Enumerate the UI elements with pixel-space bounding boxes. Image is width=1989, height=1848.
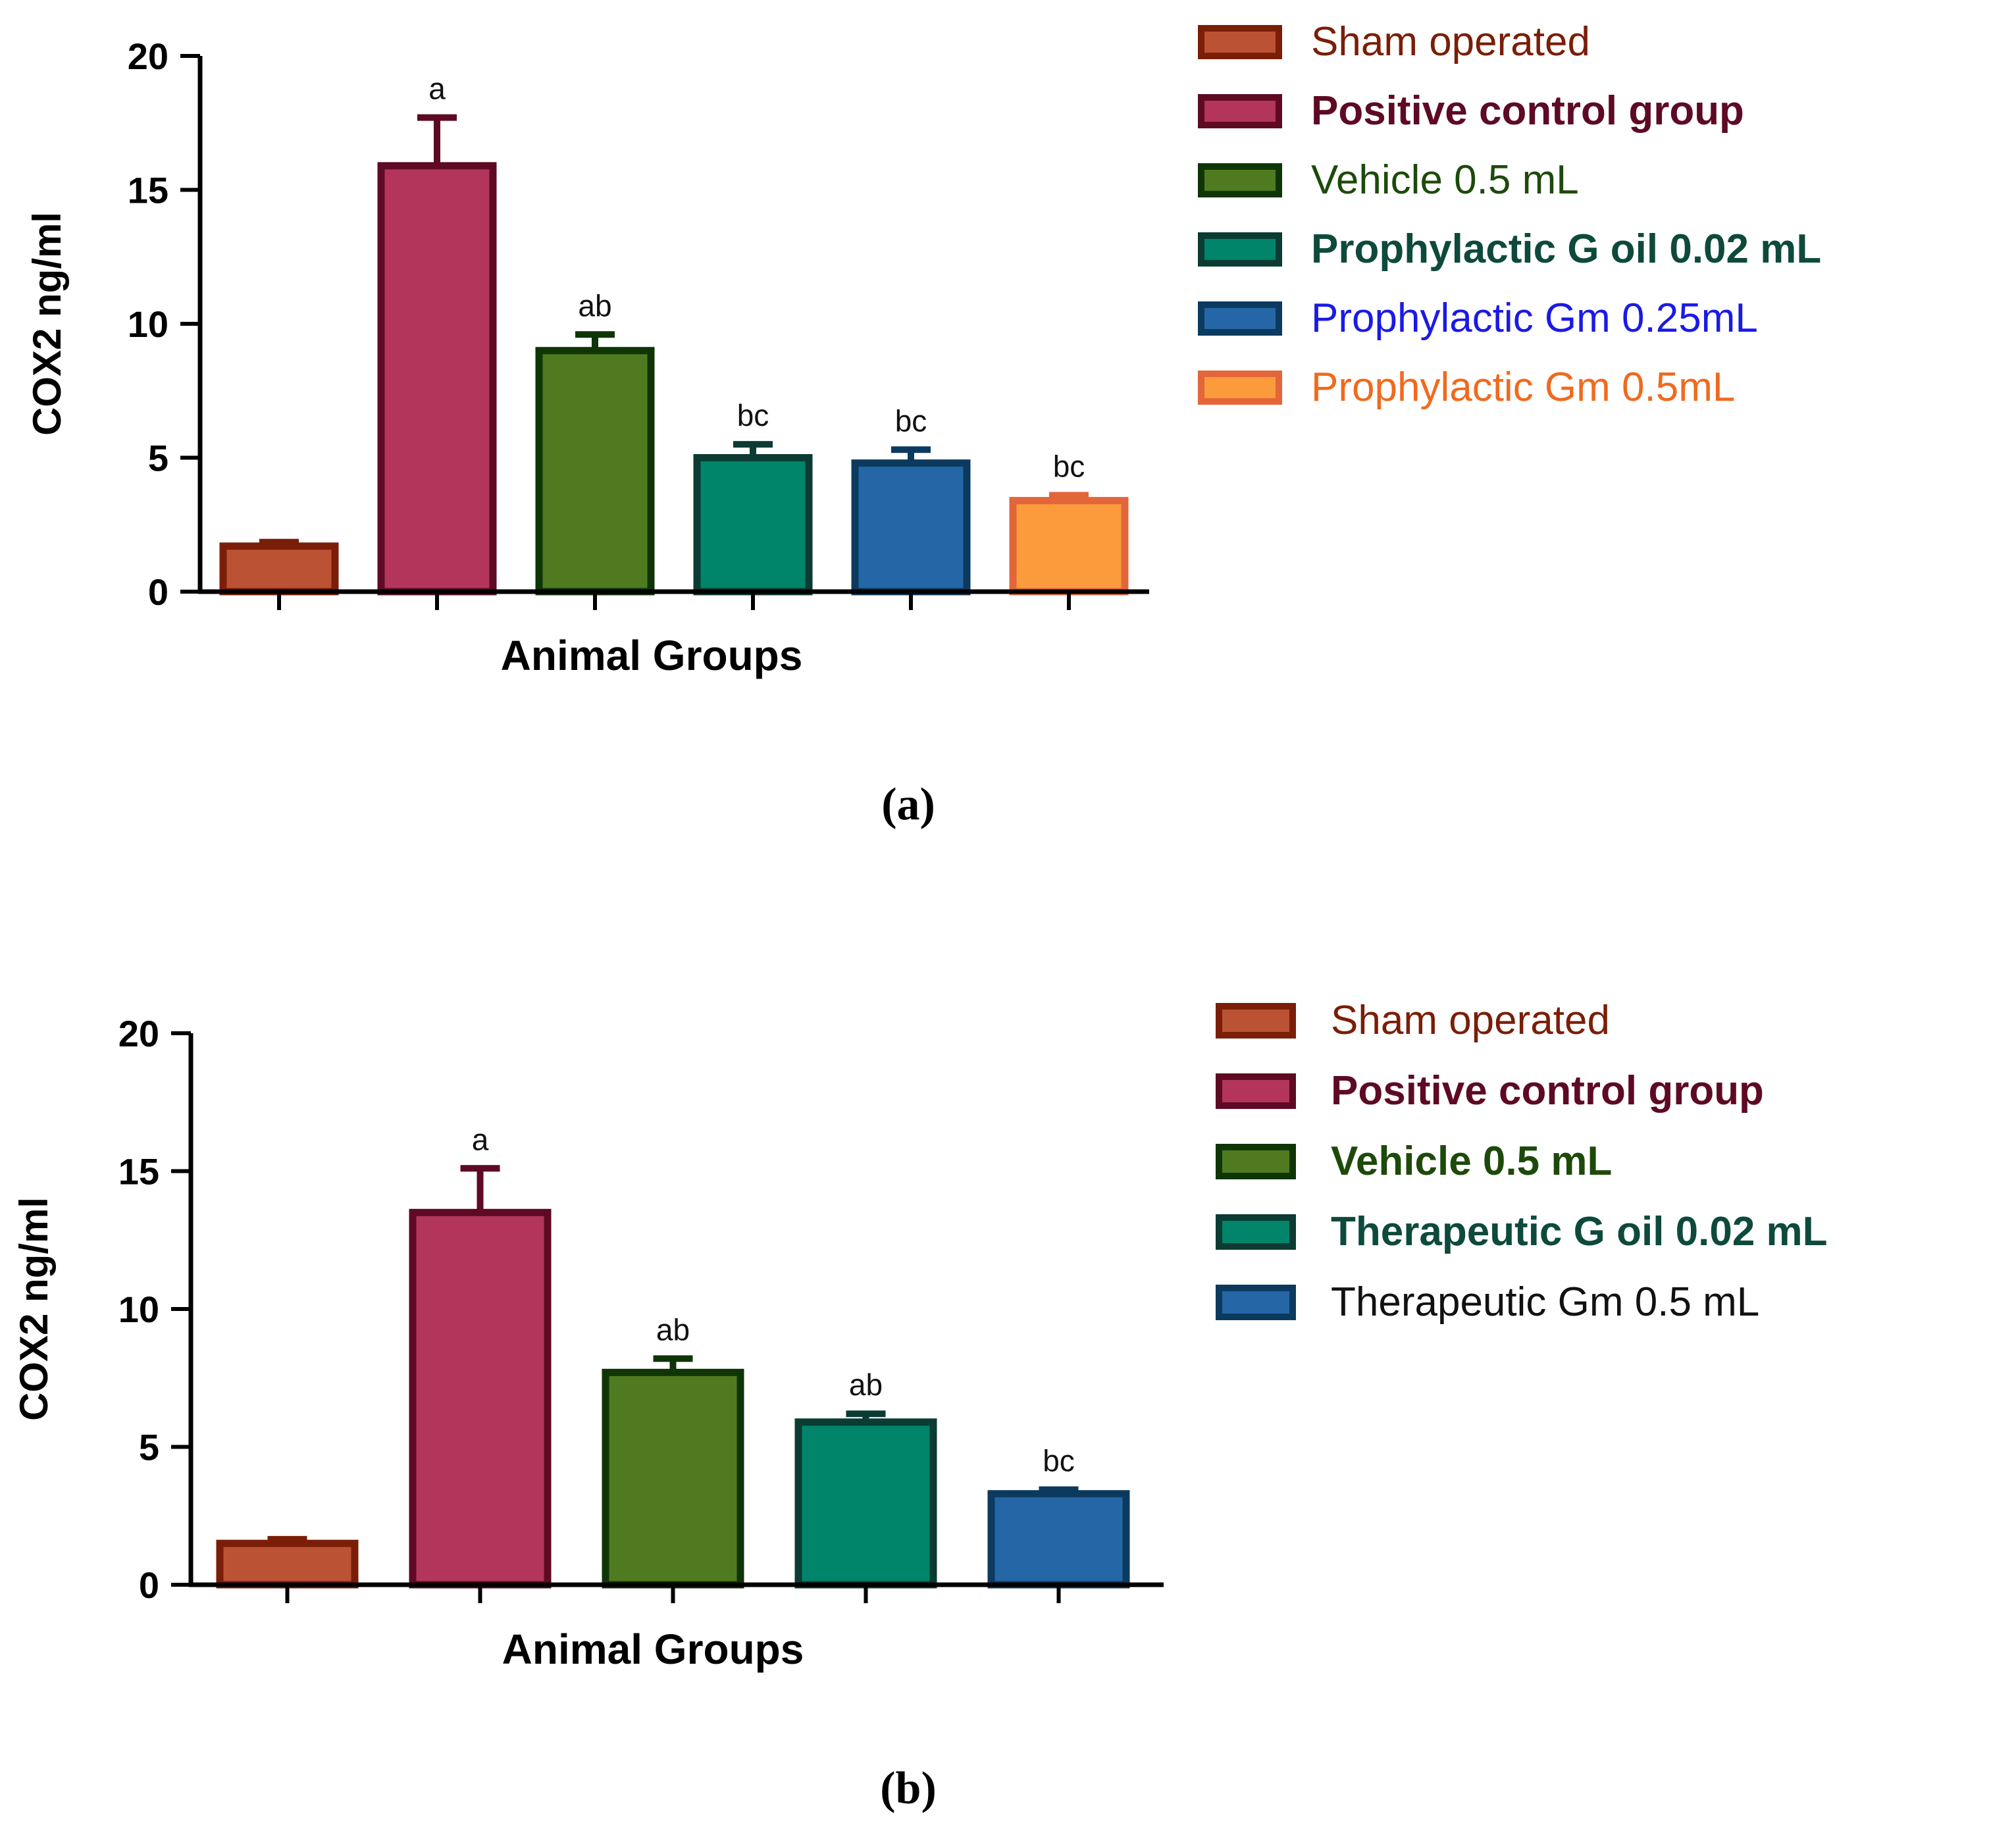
panel-a-x-axis-label: Animal Groups: [501, 632, 803, 679]
panel-a-chart: a ab bc bc bc 0 5 10 15 20 COX2 ng/ml Animal Gro…: [25, 19, 1821, 830]
panel-a-y-axis-label: COX2 ng/ml: [25, 212, 69, 436]
panel-b-legend-swatch-therapeutic-g-oil-0-02-ml: [1216, 1214, 1296, 1250]
panel-b-legend-swatch-sham-operated: [1216, 1003, 1296, 1039]
panel-b-y-ticks: 0 5 10 15 20: [118, 1013, 191, 1606]
panel-a-legend-label-prophylactic-gm-0-25ml: Prophylactic Gm 0.25mL: [1311, 295, 1758, 341]
panel-b-legend-swatch-vehicle-0-5-ml: [1216, 1144, 1296, 1179]
panel-a-bar-vehicle-0-5-ml: [535, 347, 655, 596]
panel-b-bar-vehicle-0-5-ml: [602, 1368, 744, 1589]
panel-a-error-bars: [259, 114, 1089, 546]
panel-a-significance-letters: a ab bc bc bc: [428, 72, 1085, 484]
panel-a-legend-label-prophylactic-g-oil-0-02-ml: Prophylactic G oil 0.02 mL: [1311, 226, 1821, 272]
panel-a-bar-positive-control-group: [377, 162, 497, 596]
panel-a-bar-prophylactic-g-oil-0-02-ml: [693, 454, 813, 596]
panel-a-legend-swatch-vehicle-0-5-ml: [1198, 163, 1282, 197]
panel-b-y-tick-label-20: 20: [118, 1013, 159, 1054]
panel-b-sig-letter-therapeutic-g-oil-0-02-ml: ab: [849, 1368, 883, 1402]
panel-b-legend-swatch-therapeutic-gm-0-5-ml: [1216, 1285, 1296, 1320]
panel-a-sig-letter-prophylactic-gm-0-25ml: bc: [895, 403, 927, 438]
panel-a-caption-label: (a): [881, 779, 935, 830]
panel-a-legend: Sham operated Positive control group Vehic…: [1198, 19, 1821, 410]
panel-b-caption-label: (b): [880, 1763, 937, 1814]
panel-a-legend-label-vehicle-0-5-ml: Vehicle 0.5 mL: [1311, 157, 1579, 203]
panel-b-sig-letter-therapeutic-gm-0-5-ml: bc: [1043, 1443, 1075, 1477]
panel-a-sig-letter-vehicle-0-5-ml: ab: [578, 288, 611, 322]
panel-b-sig-letter-positive-control-group: a: [472, 1122, 489, 1156]
panel-a-axes: [197, 56, 1149, 610]
panel-a-legend-swatch-positive-control-group: [1198, 94, 1282, 128]
panel-b-y-tick-label-5: 5: [139, 1427, 159, 1468]
panel-a-bars: [219, 162, 1129, 596]
panel-a-bar-prophylactic-gm-0-25ml: [851, 459, 971, 596]
panel-a-y-ticks: 0 5 10 15 20: [128, 36, 200, 613]
panel-a-legend-label-prophylactic-gm-0-5ml: Prophylactic Gm 0.5mL: [1311, 365, 1735, 410]
panel-b-legend-label-therapeutic-gm-0-5-ml: Therapeutic Gm 0.5 mL: [1331, 1279, 1759, 1325]
panel-b-bar-therapeutic-gm-0-5-ml: [987, 1490, 1130, 1589]
panel-a-legend-swatch-prophylactic-gm-0-5ml: [1198, 371, 1282, 405]
panel-a-legend-label-sham-operated: Sham operated: [1311, 19, 1590, 64]
panel-a-y-tick-label-15: 15: [128, 170, 168, 211]
panel-a-sig-letter-positive-control-group: a: [428, 72, 446, 106]
panel-b-legend-label-sham-operated: Sham operated: [1331, 998, 1610, 1043]
panel-b-legend-label-positive-control-group: Positive control group: [1331, 1068, 1764, 1114]
panel-a-sig-letter-prophylactic-gm-0-5ml: bc: [1053, 449, 1085, 483]
panel-b-legend-label-vehicle-0-5-ml: Vehicle 0.5 mL: [1331, 1139, 1612, 1184]
panel-a-sig-letter-prophylactic-g-oil-0-02-ml: bc: [737, 398, 769, 432]
panel-b-x-axis-label: Animal Groups: [502, 1626, 804, 1673]
panel-b-legend-swatch-positive-control-group: [1216, 1073, 1296, 1109]
panel-a-bar-prophylactic-gm-0-5ml: [1009, 497, 1129, 596]
panel-a-bar-sham-operated: [219, 542, 339, 596]
panel-b-error-bars: [267, 1165, 1079, 1544]
panel-b-bars: [216, 1208, 1130, 1589]
panel-b-y-tick-label-15: 15: [118, 1151, 159, 1193]
panel-b-sig-letter-vehicle-0-5-ml: ab: [656, 1312, 690, 1347]
panel-a-y-tick-label-0: 0: [148, 571, 168, 613]
panel-b-bar-positive-control-group: [409, 1208, 552, 1589]
panel-b-legend-label-therapeutic-g-oil-0-02-ml: Therapeutic G oil 0.02 mL: [1331, 1209, 1828, 1254]
panel-b-legend: Sham operated Positive control group Vehic…: [1216, 998, 1828, 1325]
panel-b-bar-sham-operated: [216, 1539, 359, 1589]
panel-a-legend-swatch-sham-operated: [1198, 25, 1282, 59]
panel-b-y-tick-label-0: 0: [139, 1564, 159, 1606]
panel-a-legend-label-positive-control-group: Positive control group: [1311, 88, 1744, 134]
panel-a-y-tick-label-5: 5: [148, 438, 168, 479]
panel-a-legend-swatch-prophylactic-gm-0-25ml: [1198, 301, 1282, 336]
panel-b-significance-letters: a ab ab bc: [472, 1122, 1075, 1477]
panel-b-bar-therapeutic-g-oil-0-02-ml: [794, 1418, 937, 1589]
panel-a-y-tick-label-20: 20: [128, 36, 168, 77]
panel-b-y-axis-label: COX2 ng/ml: [12, 1197, 56, 1421]
panel-a-y-tick-label-10: 10: [128, 303, 168, 345]
panel-a-legend-swatch-prophylactic-g-oil-0-02-ml: [1198, 232, 1282, 267]
panel-b-chart: a ab ab bc 0 5 10 15 20 COX2 ng/ml Animal Group…: [12, 998, 1828, 1814]
panel-b-y-tick-label-10: 10: [118, 1289, 159, 1330]
